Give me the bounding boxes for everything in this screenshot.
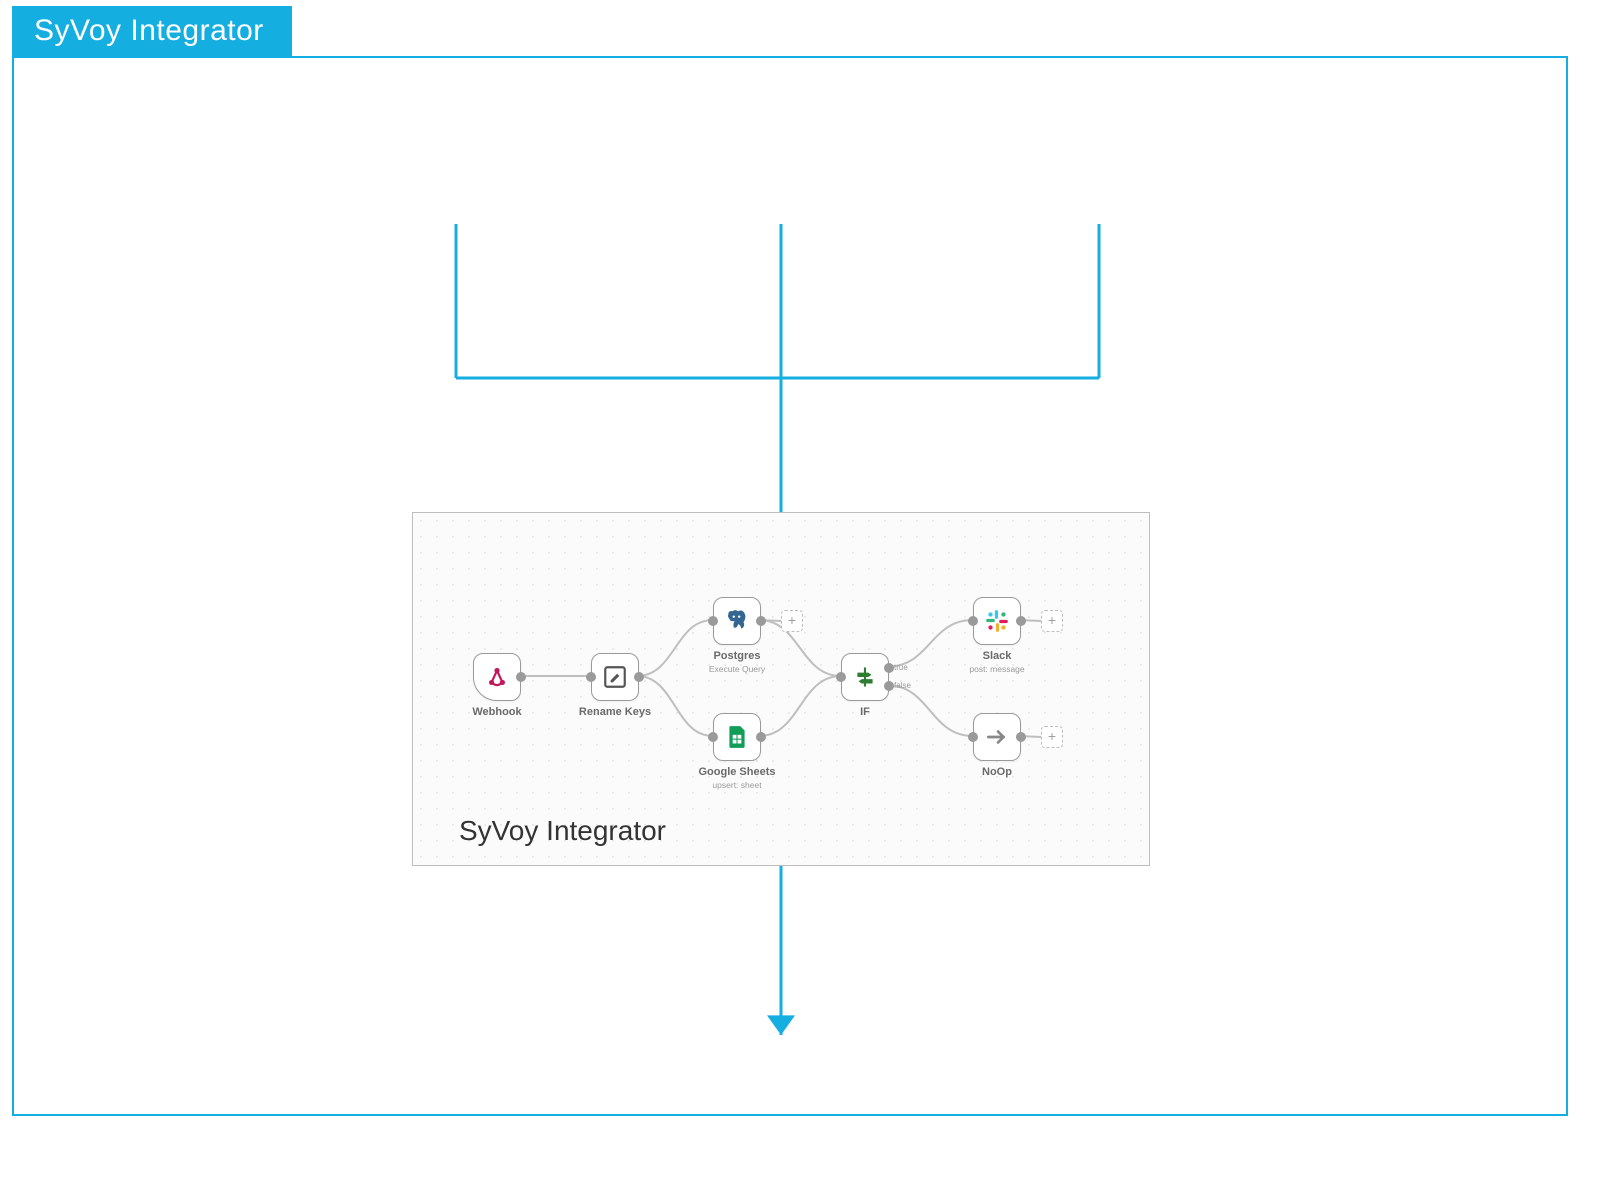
node-label: Rename Keys: [579, 706, 651, 718]
port-in[interactable]: [968, 732, 978, 742]
node-sublabel: post: message: [969, 664, 1024, 674]
port-out[interactable]: [1016, 732, 1026, 742]
node-label: Slack: [983, 650, 1012, 662]
node-label: Webhook: [472, 706, 521, 718]
port-out-true[interactable]: [884, 663, 894, 673]
node-gsheets[interactable]: Google Sheetsupsert: sheet: [713, 713, 761, 761]
port-in[interactable]: [586, 672, 596, 682]
node-noop[interactable]: NoOp: [973, 713, 1021, 761]
node-rename[interactable]: Rename Keys: [591, 653, 639, 701]
add-node-after-slack[interactable]: +: [1041, 610, 1063, 632]
port-out[interactable]: [634, 672, 644, 682]
node-webhook[interactable]: Webhook: [473, 653, 521, 701]
node-sublabel: upsert: sheet: [712, 780, 761, 790]
outer-title-tab: SyVoy Integrator: [12, 6, 292, 57]
node-label: NoOp: [982, 766, 1012, 778]
node-label: Postgres: [713, 650, 760, 662]
port-tag-true: true: [894, 663, 908, 672]
port-tag-false: false: [894, 681, 911, 690]
node-sublabel: Execute Query: [709, 664, 765, 674]
port-out[interactable]: [516, 672, 526, 682]
node-label: IF: [860, 706, 870, 718]
port-in[interactable]: [836, 672, 846, 682]
port-out-false[interactable]: [884, 681, 894, 691]
port-in[interactable]: [968, 616, 978, 626]
node-label: Google Sheets: [698, 766, 775, 778]
node-postgres[interactable]: PostgresExecute Query: [713, 597, 761, 645]
diagram-stage: SyVoy Integrator SyVoy Integrator Webhoo…: [0, 0, 1600, 1178]
port-in[interactable]: [708, 732, 718, 742]
port-out[interactable]: [756, 616, 766, 626]
integrator-panel: SyVoy Integrator Webhook Rename Keys Pos…: [412, 512, 1150, 866]
add-node-after-noop[interactable]: +: [1041, 726, 1063, 748]
node-slack[interactable]: Slackpost: message: [973, 597, 1021, 645]
workflow-canvas: Webhook Rename Keys PostgresExecute Quer…: [413, 513, 1149, 865]
add-node-after-postgres[interactable]: +: [781, 610, 803, 632]
port-out[interactable]: [1016, 616, 1026, 626]
port-in[interactable]: [708, 616, 718, 626]
port-out[interactable]: [756, 732, 766, 742]
node-if[interactable]: truefalseIF: [841, 653, 889, 701]
